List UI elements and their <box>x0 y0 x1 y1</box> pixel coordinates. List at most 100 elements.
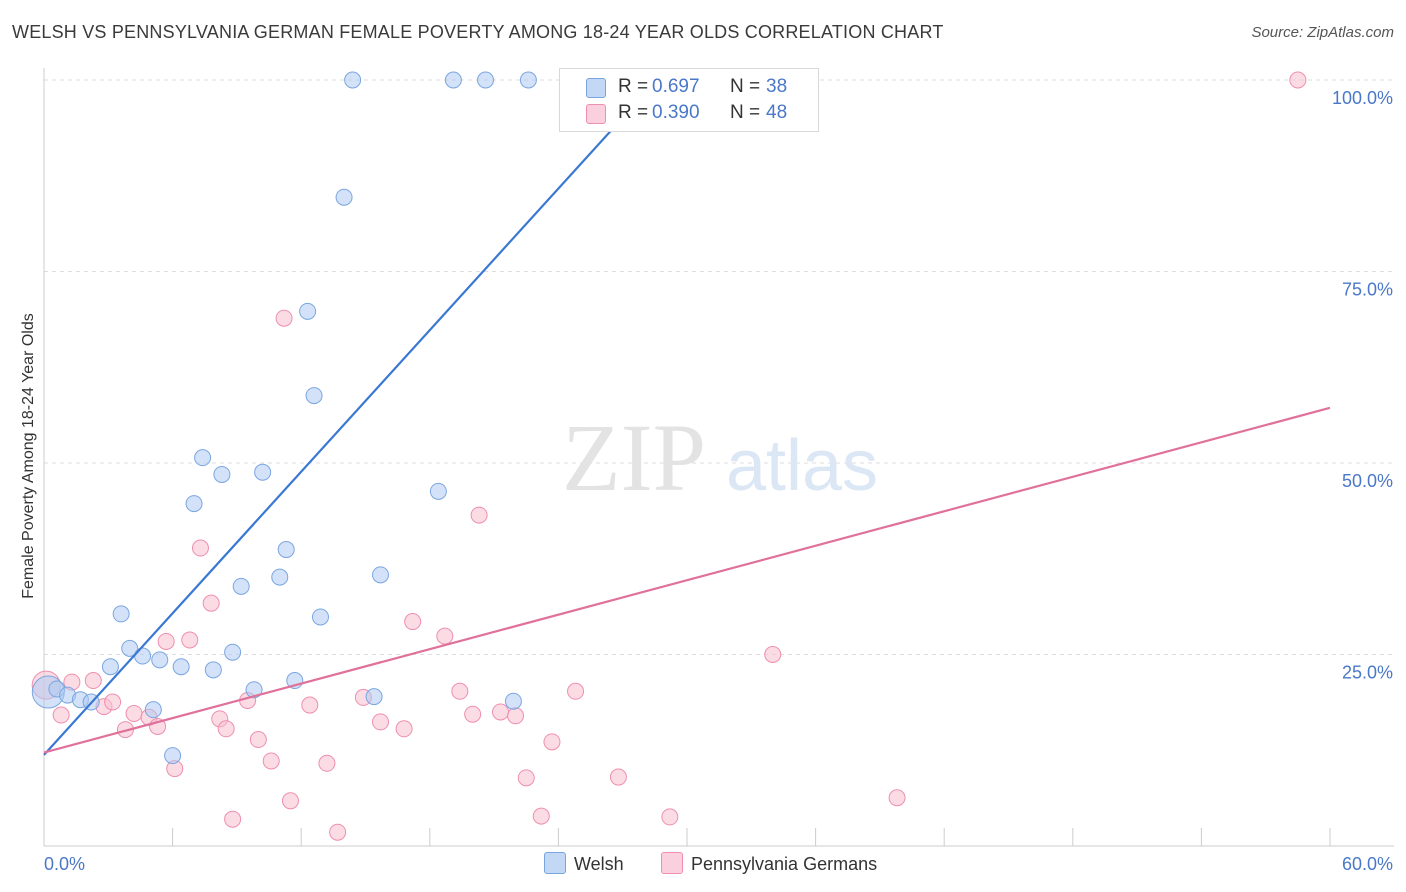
pa-german-point <box>888 789 906 807</box>
pa-german-point <box>507 707 525 725</box>
welsh-point <box>335 188 353 206</box>
legend-r-value: 0.390 <box>652 102 700 123</box>
pa-german-point <box>372 713 390 731</box>
welsh-point <box>271 568 289 586</box>
tick-labels: 25.0% 50.0% 75.0% 100.0% 0.0% 60.0% <box>44 88 1393 874</box>
pa-german-point <box>301 696 319 714</box>
pa-german-trend-line <box>43 406 1331 754</box>
pa-german-points <box>31 71 1307 841</box>
welsh-point <box>372 566 390 584</box>
welsh-point <box>299 302 317 320</box>
pa-german-point <box>532 807 550 825</box>
welsh-point <box>213 465 231 483</box>
grid-lines <box>44 79 1394 655</box>
welsh-point <box>429 482 447 500</box>
x-tick-label: 60.0% <box>1342 854 1393 874</box>
pa-german-point <box>567 682 585 700</box>
y-tick-label: 75.0% <box>1342 280 1393 300</box>
pa-german-point <box>464 705 482 723</box>
y-tick-label: 25.0% <box>1342 663 1393 683</box>
legend-r-label: R = <box>618 76 649 97</box>
welsh-legend-swatch <box>544 852 566 874</box>
welsh-point <box>365 688 383 706</box>
pa-german-point <box>202 594 220 612</box>
welsh-point <box>504 692 522 710</box>
pa-german-point <box>104 693 122 711</box>
pa-german-swatch <box>586 104 606 124</box>
pa-german-point <box>125 704 143 722</box>
watermark: ZIP atlas <box>562 404 878 511</box>
legend-n-label: N = <box>730 102 761 123</box>
welsh-point <box>112 605 130 623</box>
pa-german-legend-label: Pennsylvania Germans <box>691 854 878 874</box>
pa-german-point <box>764 646 782 663</box>
watermark-atlas: atlas <box>726 426 878 506</box>
legend-r-label: R = <box>618 102 649 123</box>
chart-title: WELSH VS PENNSYLVANIA GERMAN FEMALE POVE… <box>12 22 944 42</box>
welsh-trend-line <box>43 79 658 756</box>
pa-german-point <box>436 627 454 645</box>
pa-german-point <box>281 792 299 810</box>
welsh-point <box>194 449 212 467</box>
pa-german-legend-swatch <box>661 852 683 874</box>
welsh-point <box>164 747 182 765</box>
legend-n-value: 48 <box>766 102 788 123</box>
pa-german-point <box>217 720 235 738</box>
bottom-legend-pa-german: Pennsylvania Germans <box>661 852 877 875</box>
welsh-point <box>311 608 329 626</box>
pa-german-point <box>1289 71 1307 89</box>
welsh-point <box>204 661 222 679</box>
source-label: Source: ZipAtlas.com <box>1251 24 1394 41</box>
welsh-point <box>519 71 537 89</box>
pa-german-point <box>84 672 102 690</box>
pa-german-point <box>157 632 175 650</box>
pa-german-point <box>249 731 267 749</box>
welsh-point <box>151 651 169 669</box>
pa-german-point <box>181 631 199 649</box>
legend-n-label: N = <box>730 76 761 97</box>
welsh-point <box>305 387 323 405</box>
pa-german-point <box>661 808 679 826</box>
welsh-point <box>185 495 203 513</box>
pa-german-point <box>395 720 413 738</box>
welsh-point <box>134 647 152 665</box>
welsh-points <box>31 71 537 765</box>
welsh-point <box>121 639 139 657</box>
x-tick-label: 0.0% <box>44 854 85 874</box>
welsh-point <box>101 658 119 676</box>
pa-german-point <box>262 752 280 770</box>
axes <box>43 68 1394 847</box>
pa-german-point <box>52 706 70 724</box>
pa-german-point <box>318 754 336 772</box>
welsh-point <box>344 71 362 89</box>
welsh-point <box>254 463 272 481</box>
y-tick-label: 50.0% <box>1342 471 1393 491</box>
pa-german-point <box>191 539 209 557</box>
welsh-point <box>172 658 190 676</box>
pa-german-point <box>329 823 347 841</box>
pa-german-point <box>404 613 422 631</box>
watermark-zip: ZIP <box>562 404 706 511</box>
welsh-point <box>277 541 295 559</box>
bottom-legend-welsh: Welsh <box>544 852 624 875</box>
welsh-point <box>444 71 462 89</box>
pa-german-point <box>517 769 535 787</box>
pa-german-point <box>470 506 488 524</box>
y-tick-label: 100.0% <box>1332 88 1393 108</box>
legend-r-value: 0.697 <box>652 76 700 97</box>
pa-german-point <box>543 733 561 751</box>
welsh-point <box>477 71 495 89</box>
pa-german-point <box>275 309 293 327</box>
welsh-point <box>245 681 263 699</box>
welsh-point <box>144 701 162 719</box>
welsh-legend-label: Welsh <box>574 854 624 874</box>
pa-german-point <box>609 768 627 786</box>
welsh-swatch <box>586 78 606 98</box>
welsh-point <box>232 577 250 595</box>
pa-german-point <box>492 703 510 721</box>
pa-german-point <box>451 682 469 700</box>
legend-n-value: 38 <box>766 76 788 97</box>
welsh-point <box>224 643 242 661</box>
pa-german-point <box>224 810 242 828</box>
